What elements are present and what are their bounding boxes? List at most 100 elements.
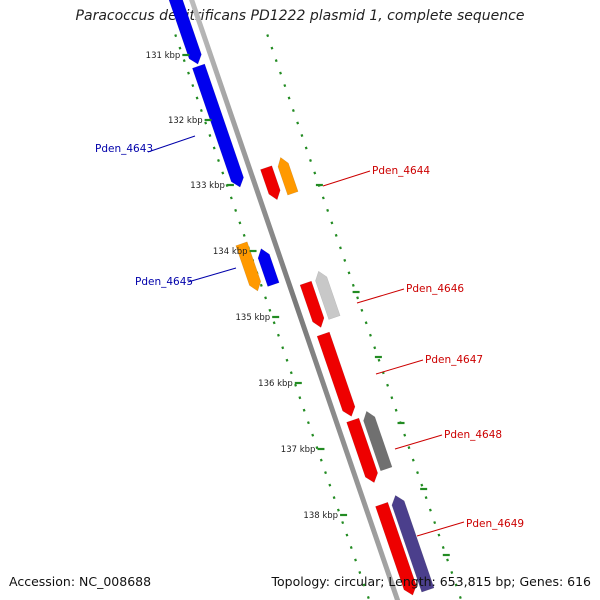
tick-dot [441,546,445,550]
gene-arrow-pden-4645 [257,248,280,287]
tick-dot [279,71,282,75]
gene-label: Pden_4649 [466,518,524,530]
tick-dot [362,583,366,587]
tick-dot [358,571,362,575]
scale-label: 138 kbp [303,511,338,521]
scale-label: 131 kbp [146,51,181,61]
gene-arrow-pden-4644-orange [277,156,299,196]
tick-dot [450,571,454,575]
tick-dot [446,558,449,562]
tick-dot [291,109,295,113]
gene-arrow-pden-4643 [192,63,244,188]
gene-leader-line [322,170,371,187]
tick-dot [304,146,308,150]
scale-label: 137 kbp [281,445,316,455]
gene-label: Pden_4644 [372,165,430,177]
tick-dot [268,308,272,312]
tick-dot [287,96,291,100]
scale-label: 132 kbp [168,116,203,126]
tick-dot [234,208,238,212]
gene-label: Pden_4646 [406,283,464,295]
scale-label: 136 kbp [258,379,293,389]
tick-dot [366,595,370,599]
outer-tick-track [266,34,462,599]
tick-dot [364,321,368,325]
gene-leader-line [356,288,405,304]
tick-dot [195,96,199,100]
tick-dot [217,158,220,162]
tick-dot [300,134,304,137]
tick-dot [349,546,353,550]
tick-dot [394,408,398,412]
tick-dot [309,158,312,162]
tick-dot [407,446,411,450]
backbone-layer [189,0,401,600]
gene-leader-line [147,135,196,153]
gene-arrow-pden-4648-gray [363,410,393,472]
tick-dot [242,233,246,237]
tick-dot [424,496,428,500]
tick-dot [345,533,349,537]
tick-dot [212,146,216,150]
tick-dot [324,471,327,475]
tick-dot [416,471,419,475]
tick-dot [306,421,310,425]
tick-dot [274,59,278,63]
tick-dot [270,46,274,50]
gene-arrow-pden-4646-gray [315,270,341,320]
tick-dot [326,208,330,212]
tick-dot [204,121,208,125]
tick-dot [369,333,372,337]
tick-dot [187,71,190,75]
gene-arrow-forward [168,0,202,65]
tick-dot [336,508,340,512]
gene-arrow-pden-4647 [316,331,356,417]
tick-dot [313,171,317,175]
gene-leader-line [187,267,237,283]
scale-label: 133 kbp [190,181,225,191]
tick-dot [360,308,364,312]
tick-dot [221,171,225,175]
tick-dot [433,521,437,525]
labels-layer: 131 kbp 132 kbp 133 kbp 134 kbp 135 kbp 136 k… [95,51,524,537]
tick-dot [403,433,407,437]
tick-dot [319,458,323,462]
tick-dot [311,433,315,437]
tick-dot [283,84,287,88]
tick-dot [328,483,332,487]
gene-arrow-pden-4648 [346,417,378,483]
tick-dot [343,258,347,262]
backbone-line [189,0,401,600]
tick-dot [302,408,306,412]
gene-arrow-pden-4649 [375,501,417,596]
tick-dot [437,533,441,537]
tick-dot [321,196,325,200]
gene-arrow-pden-4646 [299,280,325,328]
tick-dot [354,558,357,562]
tick-dot [266,34,270,38]
tick-dot [281,346,285,350]
gene-arrow-forward-orange [235,241,262,292]
tick-dot [411,458,415,462]
gene-leader-line [416,521,465,537]
gene-leader-line [394,434,443,450]
gene-leader-line [375,359,424,375]
gene-label: Pden_4647 [425,354,483,366]
accession-text: Accession: NC_008688 [9,574,152,589]
tick-dot [298,396,302,400]
tick-dot [458,595,462,599]
tick-dot [259,283,263,287]
tick-dot [351,283,355,287]
inner-tick-track [174,34,370,599]
tick-dot [377,358,381,362]
tick-dots-layer [174,34,462,599]
gene-label: Pden_4648 [444,429,502,441]
tick-dot [182,59,186,63]
tick-dot [208,134,212,137]
tick-dot [334,233,338,237]
scale-label: 135 kbp [236,313,271,323]
tick-dot [285,358,289,362]
tick-dot [238,221,242,225]
tick-dot [373,346,377,350]
